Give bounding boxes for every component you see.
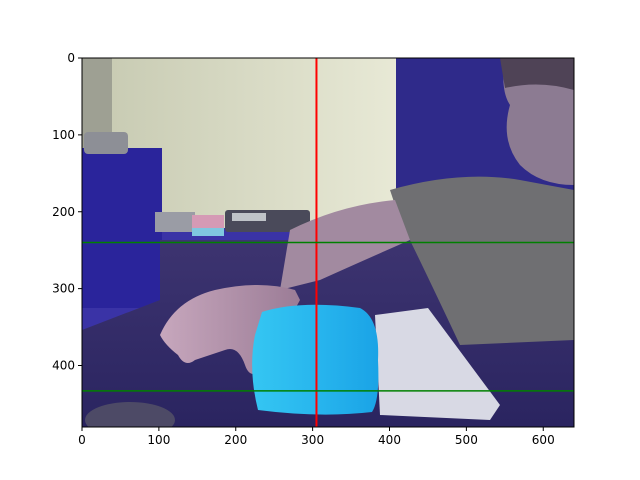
photo	[82, 58, 574, 427]
x-tick-label: 200	[224, 433, 247, 447]
x-tick-label: 500	[455, 433, 478, 447]
y-tick-label: 200	[52, 205, 75, 219]
x-tick-label: 100	[147, 433, 170, 447]
x-tick-label: 400	[378, 433, 401, 447]
x-tick-label: 0	[78, 433, 86, 447]
y-axis: 0 100 200 300 400	[52, 51, 82, 373]
x-tick-label: 300	[301, 433, 324, 447]
overlay-lines	[82, 58, 574, 427]
axes-frame	[81, 57, 575, 428]
y-tick-label: 300	[52, 282, 75, 296]
y-tick-label: 400	[52, 359, 75, 373]
y-tick-label: 0	[67, 51, 75, 65]
x-axis: 0 100 200 300 400 500 600	[78, 427, 555, 447]
y-tick-label: 100	[52, 128, 75, 142]
x-tick-label: 600	[532, 433, 555, 447]
